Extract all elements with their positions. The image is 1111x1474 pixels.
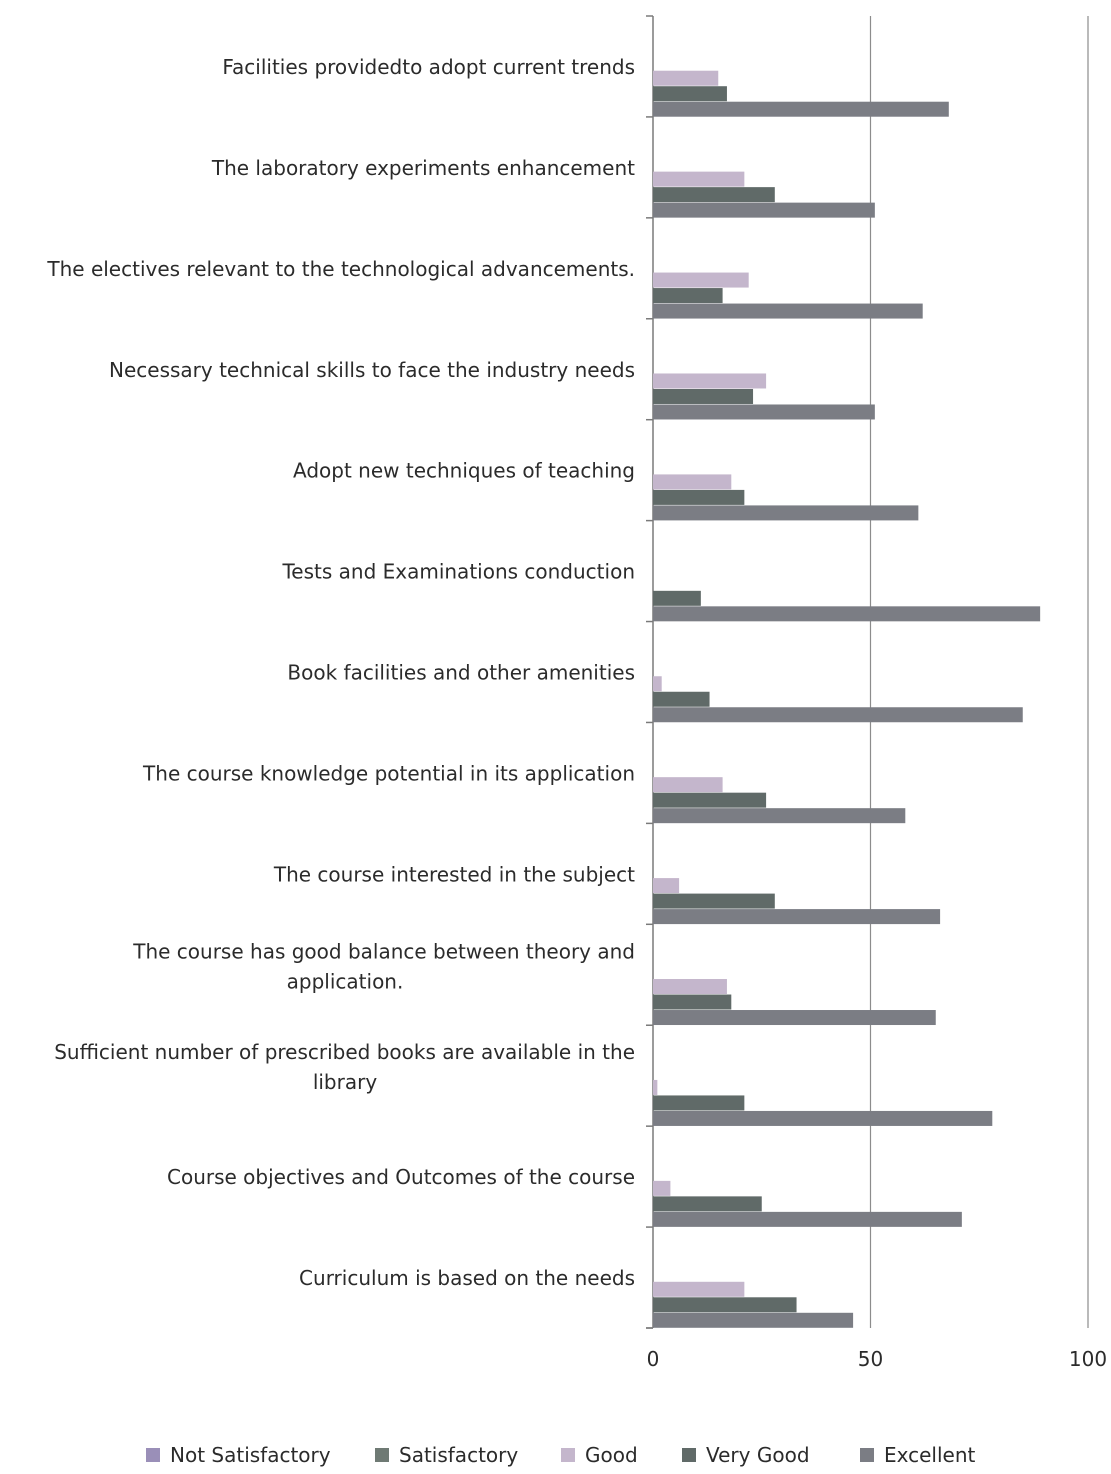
bar-very-good xyxy=(653,288,723,304)
bar-excellent xyxy=(653,1211,962,1227)
x-tick-label: 0 xyxy=(647,1347,660,1371)
legend-label: Good xyxy=(585,1443,638,1467)
category-label: The course has good balance between theo… xyxy=(132,939,635,993)
category-label: Facilities providedto adopt current tren… xyxy=(222,55,635,79)
bar-excellent xyxy=(653,808,906,824)
category-label: Course objectives and Outcomes of the co… xyxy=(167,1165,635,1189)
category-label: The course interested in the subject xyxy=(273,862,635,886)
bar-good xyxy=(653,171,745,187)
bar-excellent xyxy=(653,303,923,319)
legend-swatch xyxy=(860,1448,874,1462)
bar-very-good xyxy=(653,86,727,102)
legend-swatch xyxy=(561,1448,575,1462)
bar-excellent xyxy=(653,404,875,420)
bar-very-good xyxy=(653,489,745,505)
bar-good xyxy=(653,1079,658,1095)
bar-good xyxy=(653,878,680,894)
bar-good xyxy=(653,1180,671,1196)
bar-excellent xyxy=(653,909,941,925)
category-label: The electives relevant to the technologi… xyxy=(46,257,635,281)
bar-good xyxy=(653,979,727,995)
legend-label: Very Good xyxy=(706,1443,810,1467)
legend-swatch xyxy=(146,1448,160,1462)
bar-excellent xyxy=(653,606,1041,622)
bar-very-good xyxy=(653,1196,762,1212)
bar-good xyxy=(653,1281,745,1297)
category-label: Tests and Examinations conduction xyxy=(281,560,635,584)
bar-very-good xyxy=(653,994,732,1010)
bar-very-good xyxy=(653,388,754,404)
bar-very-good xyxy=(653,187,775,203)
bar-very-good xyxy=(653,893,775,909)
bar-excellent xyxy=(653,202,875,218)
category-label: The course knowledge potential in its ap… xyxy=(142,761,635,785)
category-label: Sufficient number of prescribed books ar… xyxy=(54,1040,635,1094)
category-label: The laboratory experiments enhancement xyxy=(211,156,635,180)
category-label: Curriculum is based on the needs xyxy=(299,1266,635,1290)
legend-swatch xyxy=(375,1448,389,1462)
category-label: Book facilities and other amenities xyxy=(287,661,635,685)
bar-excellent xyxy=(653,505,919,521)
legend-label: Satisfactory xyxy=(399,1443,518,1467)
category-label: Necessary technical skills to face the i… xyxy=(109,358,635,382)
bar-good xyxy=(653,373,767,389)
bar-excellent xyxy=(653,707,1023,723)
x-tick-label: 50 xyxy=(858,1347,883,1371)
bar-excellent xyxy=(653,1312,854,1328)
bar-excellent xyxy=(653,101,949,117)
legend-swatch xyxy=(682,1448,696,1462)
bar-excellent xyxy=(653,1010,936,1026)
bar-very-good xyxy=(653,1297,797,1313)
x-tick-label: 100 xyxy=(1069,1347,1107,1371)
legend-label: Excellent xyxy=(884,1443,976,1467)
bar-good xyxy=(653,272,749,288)
bar-good xyxy=(653,777,723,793)
bar-good xyxy=(653,676,662,692)
bar-excellent xyxy=(653,1110,993,1126)
legend-label: Not Satisfactory xyxy=(170,1443,331,1467)
bar-good xyxy=(653,70,719,86)
category-label: Adopt new techniques of teaching xyxy=(293,459,635,483)
bar-very-good xyxy=(653,590,701,606)
bar-good xyxy=(653,474,732,490)
bar-very-good xyxy=(653,1095,745,1111)
bar-very-good xyxy=(653,691,710,707)
bar-very-good xyxy=(653,792,767,808)
